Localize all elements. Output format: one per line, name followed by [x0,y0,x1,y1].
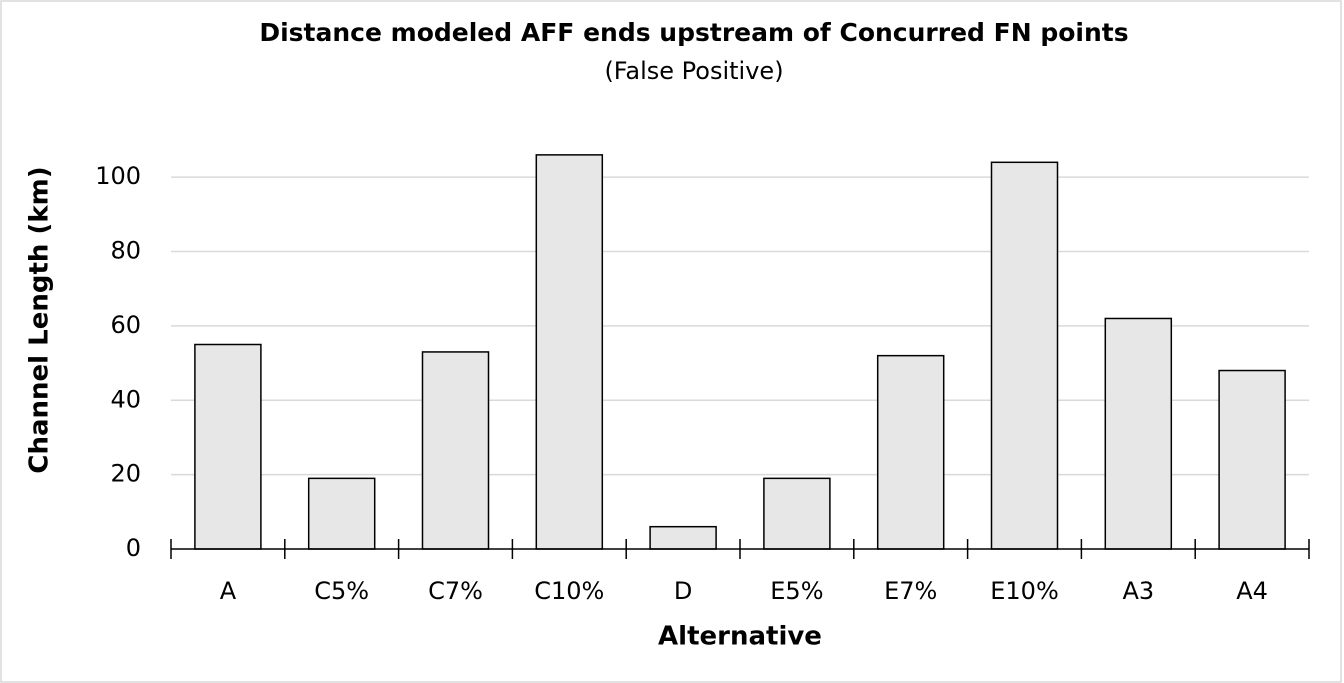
x-axis-title: Alternative [658,622,822,652]
bar [1218,369,1286,550]
x-tick-label: A4 [1236,577,1268,605]
bar [421,351,490,550]
x-tick-label: E5% [770,577,823,605]
y-tick-label: 0 [126,534,141,562]
y-tick-label: 80 [110,237,141,265]
bar [1104,317,1173,550]
x-tick-label: E7% [884,577,937,605]
y-tick-label: 40 [110,385,141,413]
chart-title: Distance modeled AFF ends upstream of Co… [259,18,1128,47]
bar [535,154,604,550]
bar [649,525,717,550]
bar [990,161,1059,550]
x-tick-label: E10% [990,577,1059,605]
x-tick-label: C7% [428,577,483,605]
y-tick-label: 20 [110,460,141,488]
x-tick-label: A [220,577,237,605]
y-tick-label: 100 [95,162,141,190]
x-tick-label: C5% [314,577,369,605]
bar [876,354,945,550]
x-tick-label: C10% [534,577,604,605]
y-axis-title: Channel Length (km) [25,166,55,473]
bar [194,343,262,550]
bar [763,477,831,550]
x-tick-label: D [674,577,692,605]
chart-subtitle: (False Positive) [604,57,783,85]
x-tick-label: A3 [1122,577,1154,605]
y-tick-label: 60 [110,311,141,339]
bar [307,477,376,550]
